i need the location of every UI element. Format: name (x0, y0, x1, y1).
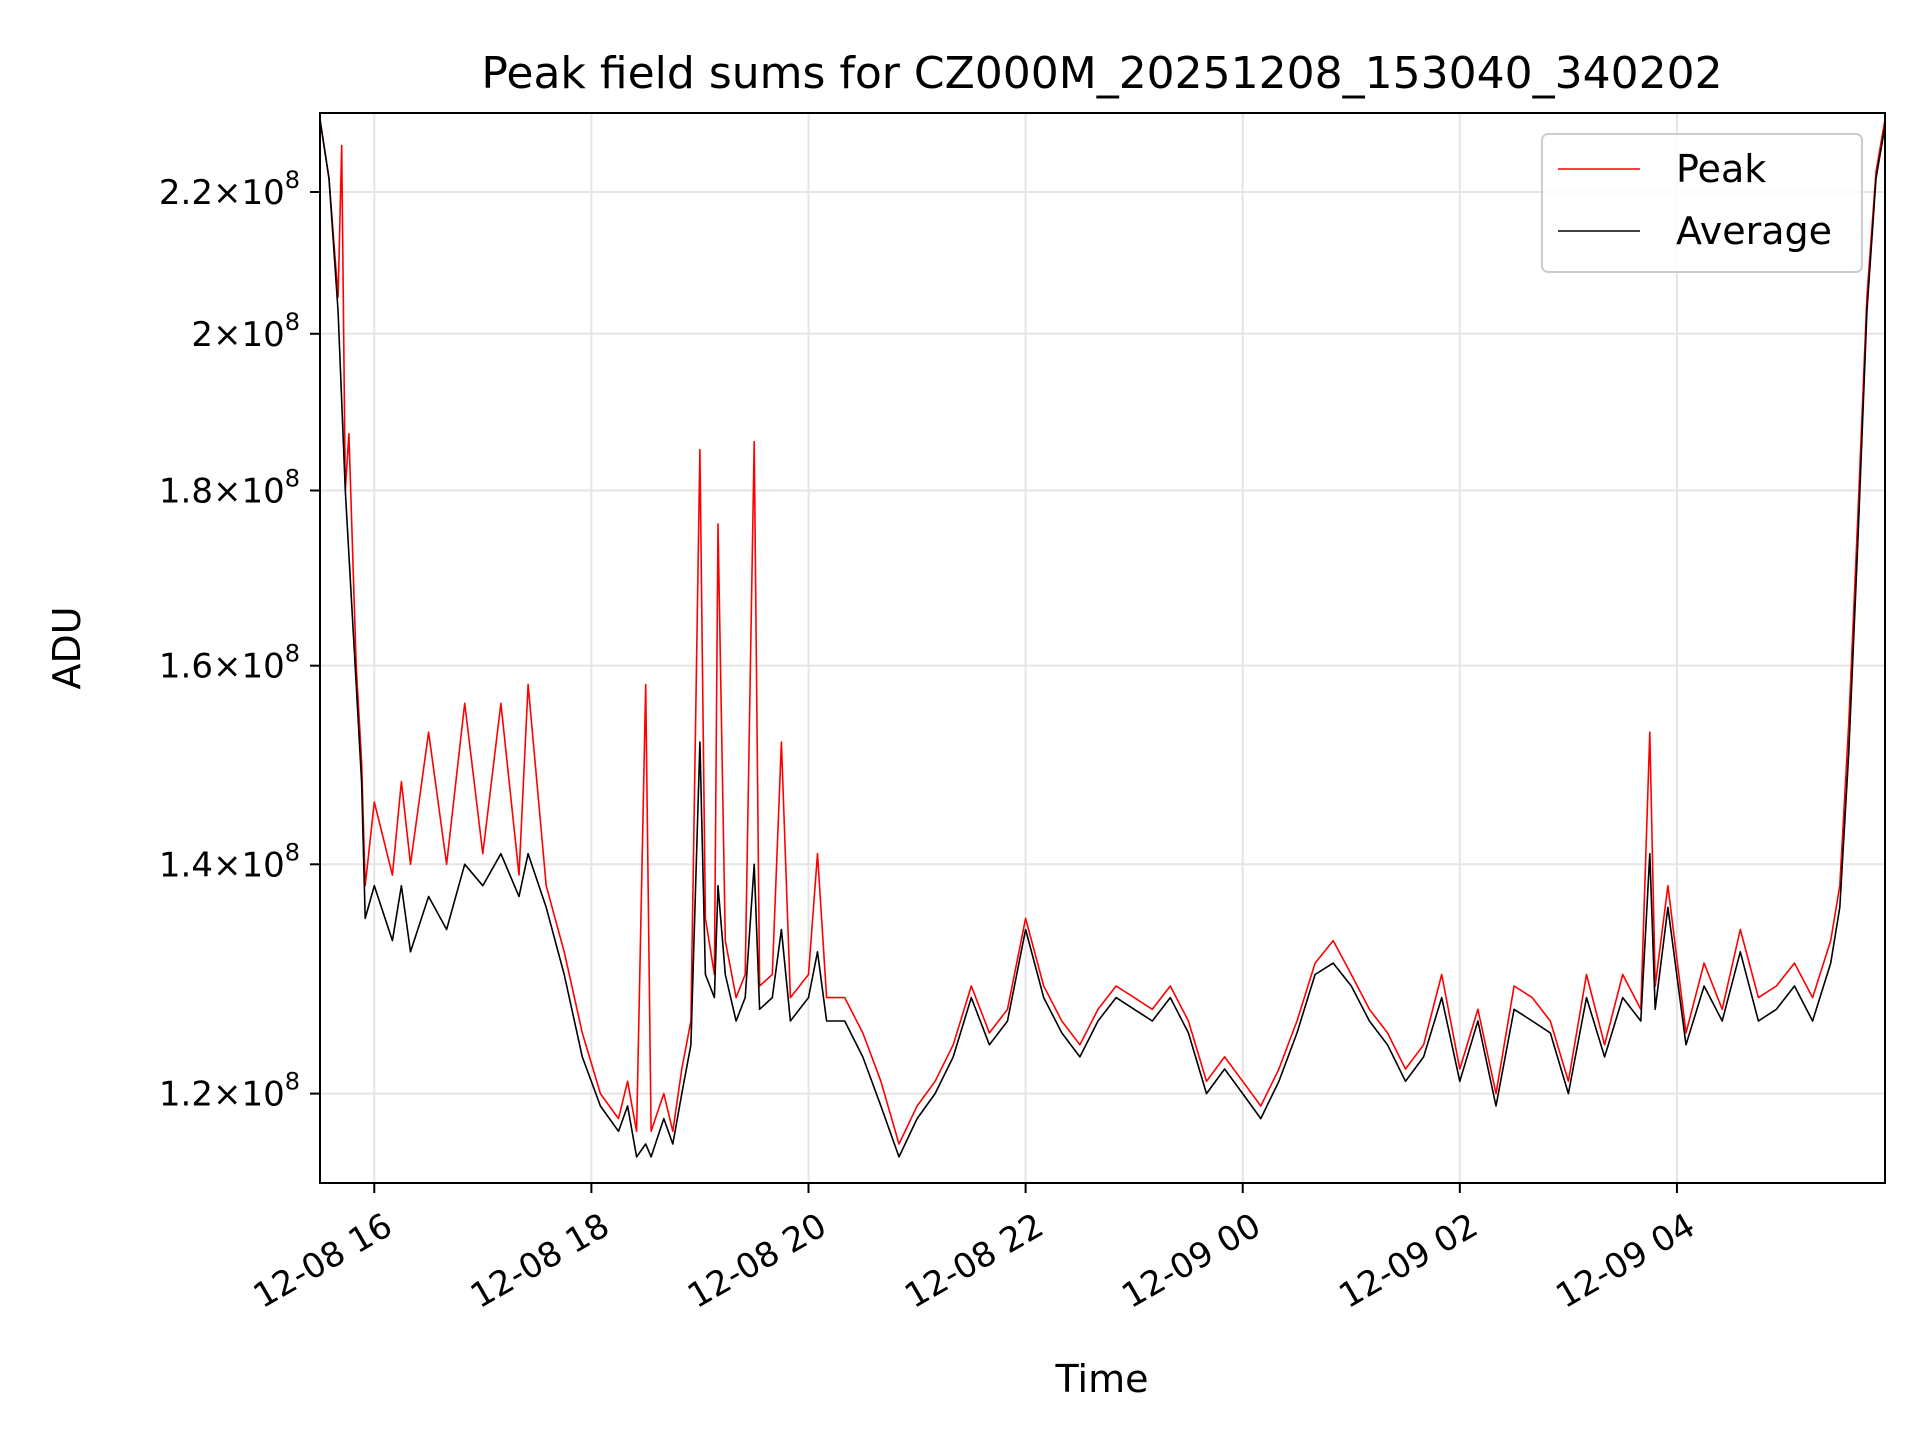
y-tick-label: 2.2×108 (159, 166, 300, 213)
y-tick-label: 1.8×108 (159, 464, 300, 511)
y-tick-exponent: 8 (285, 838, 300, 866)
y-tick-mantissa: 1.8 (159, 471, 213, 511)
y-tick-label: 1.6×108 (159, 640, 300, 687)
y-tick-base: ×10 (213, 1075, 285, 1115)
y-tick-exponent: 8 (285, 166, 300, 194)
y-tick-exponent: 8 (285, 308, 300, 336)
legend-label-peak: Peak (1676, 147, 1766, 191)
y-axis-label: ADU (45, 606, 89, 689)
y-tick-base: ×10 (213, 315, 285, 355)
y-tick-label: 2×108 (191, 308, 300, 355)
y-tick-exponent: 8 (285, 464, 300, 492)
y-tick-label: 1.2×108 (159, 1068, 300, 1115)
chart-title: Peak field sums for CZ000M_20251208_1530… (481, 48, 1722, 99)
y-tick-base: ×10 (213, 173, 285, 213)
y-tick-base: ×10 (213, 471, 285, 511)
y-tick-mantissa: 1.2 (159, 1075, 213, 1115)
y-tick-exponent: 8 (285, 640, 300, 668)
y-tick-exponent: 8 (285, 1068, 300, 1096)
series-lines (319, 119, 1886, 1158)
grid (320, 113, 1885, 1183)
y-tick-mantissa: 1.6 (159, 647, 213, 687)
y-tick-label: 1.4×108 (159, 838, 300, 885)
y-tick-mantissa: 1.4 (159, 845, 213, 885)
x-axis-label: Time (1055, 1357, 1149, 1401)
y-tick-mantissa: 2 (191, 315, 213, 355)
series-line-average (319, 119, 1886, 1158)
y-tick-base: ×10 (213, 647, 285, 687)
plot-frame (319, 112, 1886, 1184)
y-tick-base: ×10 (213, 845, 285, 885)
series-line-peak (319, 119, 1886, 1145)
y-tick-mantissa: 2.2 (159, 173, 213, 213)
legend-label-average: Average (1676, 209, 1832, 253)
legend: Peak Average (1541, 133, 1863, 273)
